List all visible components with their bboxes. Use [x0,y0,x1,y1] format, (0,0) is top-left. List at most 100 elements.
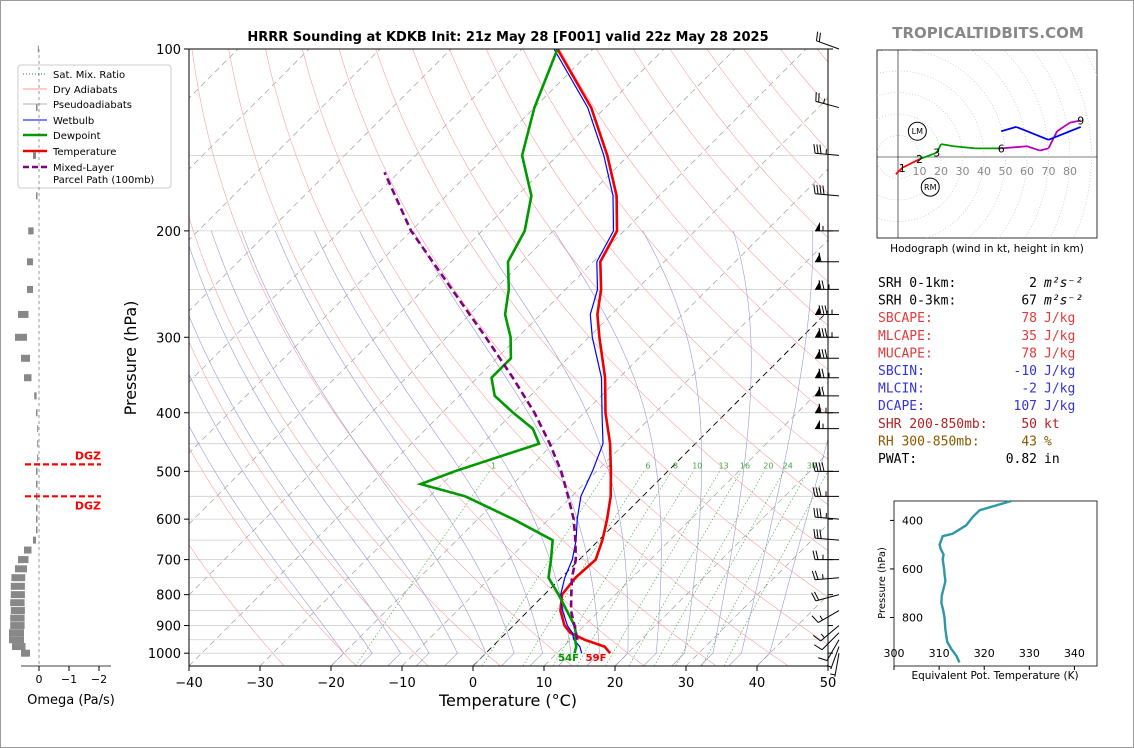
omega-bar [27,258,33,266]
omega-x-tick-label: −2 [91,673,107,686]
index-value: 50 [1021,417,1037,432]
hodograph-caption: Hodograph (wind in kt, height in km) [890,243,1084,255]
hodograph-ring [877,113,942,201]
wind-barb-full [821,305,825,315]
isotherm-line [614,452,828,666]
wind-barb [812,487,839,497]
hodograph-trace-segment [1047,130,1058,149]
omega-bar [37,425,39,433]
wind-barb [815,368,839,379]
wind-barb-full [813,144,816,154]
mixing-ratio-label: 20 [763,461,773,470]
mixing-ratio-line [481,471,607,666]
y-tick-label: 300 [156,331,181,346]
wind-barb-full [815,550,819,560]
theta-e-x-tick-label: 340 [1064,647,1085,660]
index-unit: % [1044,434,1052,449]
wind-barb-full [824,328,828,338]
dry-adiabat-line [191,49,573,666]
index-value: 67 [1021,294,1037,309]
profile-mixed-layer-parcel-path-mb [383,171,579,640]
omega-bar [15,565,27,573]
moist-adiabat-line [359,230,572,666]
dry-adiabat-line [189,341,429,666]
wind-barb [815,280,839,290]
wind-barb-full [812,462,816,472]
wind-barb-full [819,144,822,154]
x-tick-label: 40 [749,676,766,691]
index-label: DCAPE: [878,399,925,414]
wind-barb-full [812,550,816,560]
omega-bar [37,454,39,462]
omega-bar [18,556,29,564]
wind-barb-full [821,349,825,359]
wind-barb-flag [815,280,820,290]
omega-bar [36,104,38,112]
mixing-ratio-label: 1 [491,461,496,470]
wind-barb [813,507,840,520]
hodograph-height-label: 3 [933,147,940,160]
mixing-ratio-label: 30 [807,461,817,470]
wind-barb-full [812,487,816,497]
y-tick-label: 200 [156,225,181,240]
mixing-ratio-line [552,471,672,666]
mixing-ratio-line [355,471,490,666]
y-tick-label: 500 [156,465,181,480]
storm-motion-left-marker [907,121,927,141]
legend-label: Wetbulb [53,116,94,127]
x-tick-label: 30 [678,676,695,691]
chart-title: HRRR Sounding at KDKB Init: 21z May 28 [… [247,30,768,45]
legend-label: Temperature [52,147,116,158]
theta-e-y-tick-label: 800 [902,611,923,624]
profile-temperature [556,49,619,655]
omega-bar [21,649,30,657]
hodograph-ring [1032,50,1071,238]
wind-barb-half [819,615,823,621]
storm-motion-right-label: RM [924,183,937,192]
surface-temperature-label: 59F [586,653,607,664]
wind-barb [815,221,839,232]
hodograph-panel: 10 20 30 40 50 60 70 80 12 3 6 9 LM RM [876,49,1098,239]
wind-barb-flag [815,403,820,413]
wind-barb-staff [830,646,840,670]
wind-barb-full [812,634,821,642]
mixing-ratio-line [654,471,765,666]
moist-adiabat-line [477,230,629,666]
hodograph-ring [969,50,1028,238]
legend-label: Pseudoadiabats [53,100,132,111]
wind-barb-full [818,349,822,359]
wind-barb [813,528,840,541]
omega-bar [9,629,24,637]
hodograph-ring-label: 70 [1042,165,1056,178]
x-tick-label: 0 [469,676,477,691]
wind-barb [815,31,840,50]
dry-adiabat-line [412,49,828,552]
isotherm-line [543,381,828,666]
hodograph-trace-segment [895,167,903,175]
y-tick-label: 900 [156,620,181,635]
moist-adiabat-line [189,244,430,666]
sounding-indices: SRH 0-1km: 2 m²s⁻² SRH 0-3km: 67 m²s⁻² SBCAPE:… [878,276,1083,467]
x-tick-label: 10 [536,676,553,691]
omega-bar [9,636,24,644]
hodograph-trace-segment [919,151,938,160]
wind-barb-staff [821,632,840,651]
x-tick-label: 50 [820,676,837,691]
moist-adiabat-line [189,373,373,666]
hodograph-ring-label: 40 [977,165,991,178]
omega-bar [15,333,27,341]
theta-e-x-tick-label: 310 [929,647,950,660]
omega-bar [33,151,36,159]
wind-barb-full [821,328,825,338]
surface-dewpoint-label: 54F [558,653,579,664]
index-label: PWAT: [878,452,917,467]
hodograph-height-label: 9 [1077,114,1084,127]
mixing-ratio-line [576,471,694,666]
wind-barb-full [818,462,822,472]
legend-label: Mixed-Layer [53,163,115,174]
y-tick-label: 1000 [148,647,181,662]
wind-barb-staff [820,625,840,642]
dry-adiabat-line [375,49,828,598]
wind-barb [818,639,840,661]
wind-barb-full [818,368,822,378]
